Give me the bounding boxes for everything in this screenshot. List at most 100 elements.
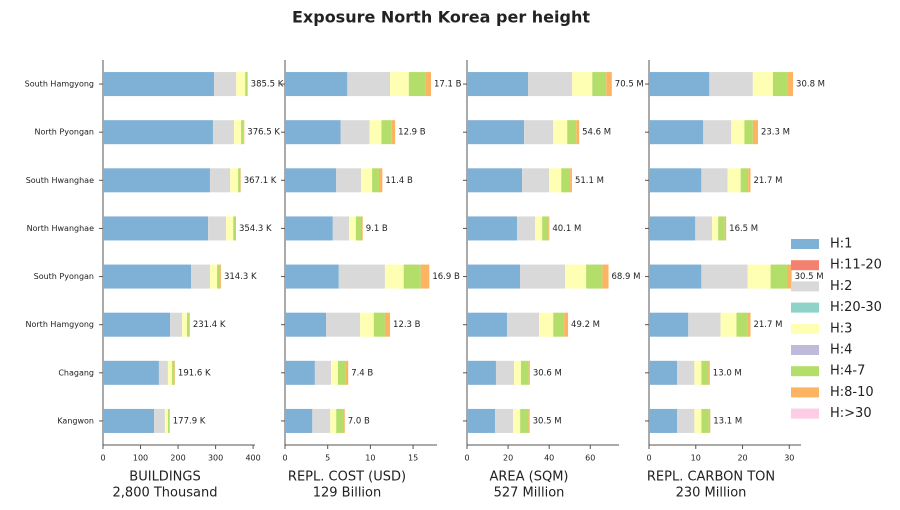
bar-segment xyxy=(507,312,540,337)
total-label: 12.9 B xyxy=(398,128,426,138)
bar-segment xyxy=(649,360,678,385)
bar-segment xyxy=(467,264,521,289)
bar-segment xyxy=(688,312,721,337)
bar-segment xyxy=(330,408,337,433)
legend-label: H:4-7 xyxy=(830,364,865,379)
total-label: 51.1 M xyxy=(575,176,604,186)
x-axis-label: AREA (SQM) xyxy=(489,470,568,485)
bar-segment xyxy=(736,312,748,337)
y-tick-label: Kangwon xyxy=(57,416,94,425)
bar-segment xyxy=(384,312,391,337)
legend-swatch xyxy=(791,345,819,355)
bar-segment xyxy=(381,120,392,145)
bar-segment xyxy=(649,312,689,337)
bar-segment xyxy=(170,312,183,337)
bar-segment xyxy=(325,312,361,337)
bar-segment xyxy=(695,216,713,241)
x-tick-label: 300 xyxy=(208,454,223,463)
legend-swatch xyxy=(791,387,819,398)
bar-segment xyxy=(467,168,523,193)
total-label: 23.3 M xyxy=(761,128,790,138)
bar-segment xyxy=(103,72,215,97)
bar-segment xyxy=(701,264,748,289)
bar-segment xyxy=(772,72,788,97)
bar-segment xyxy=(521,360,529,385)
x-tick-label: 30 xyxy=(784,454,794,463)
bar-segment xyxy=(522,168,550,193)
bar-segment xyxy=(372,168,379,193)
bar-segment xyxy=(564,312,569,337)
bar-segment xyxy=(355,216,361,241)
bar-segment xyxy=(403,264,421,289)
legend-label: H:3 xyxy=(830,321,852,336)
total-label: 13.1 M xyxy=(713,416,742,426)
bar-segment xyxy=(553,312,565,337)
total-label: 40.1 M xyxy=(552,224,581,234)
bar-segment xyxy=(285,312,326,337)
bar-segment xyxy=(349,216,356,241)
bar-segment xyxy=(720,312,737,337)
bar-segment xyxy=(241,120,244,145)
bar-segment xyxy=(182,312,188,337)
bar-segment xyxy=(565,264,587,289)
bar-segment xyxy=(748,168,751,193)
bar-segment xyxy=(209,264,218,289)
total-label: 191.6 K xyxy=(178,368,211,378)
bar-segment xyxy=(467,72,529,97)
legend-swatch xyxy=(791,408,819,419)
bar-segment xyxy=(744,120,753,145)
bar-segment xyxy=(709,72,753,97)
bar-segment xyxy=(708,360,710,385)
bar-segment xyxy=(701,360,709,385)
x-tick-label: 15 xyxy=(408,454,418,463)
bar-segment xyxy=(553,120,568,145)
bar-segment xyxy=(408,72,426,97)
bar-segment xyxy=(220,264,221,289)
total-label: 30.5 M xyxy=(795,272,824,282)
total-label: 231.4 K xyxy=(193,320,226,330)
x-tick-label: 400 xyxy=(245,454,260,463)
bar-segment xyxy=(378,168,383,193)
bar-segment xyxy=(103,120,213,145)
x-tick-label: 10 xyxy=(691,454,701,463)
bar-segment xyxy=(361,168,373,193)
bar-segment xyxy=(331,360,338,385)
total-label: 21.7 M xyxy=(753,176,782,186)
bar-segment xyxy=(520,408,529,433)
total-label: 30.6 M xyxy=(533,368,562,378)
bar-segment xyxy=(576,120,580,145)
legend-label: H:2 xyxy=(830,279,852,294)
total-label: 68.9 M xyxy=(612,272,641,282)
bar-segment xyxy=(542,216,549,241)
bar-segment xyxy=(391,120,396,145)
bar-segment xyxy=(606,72,612,97)
total-label: 314.3 K xyxy=(224,272,257,282)
x-tick-label: 60 xyxy=(585,454,595,463)
total-label: 17.1 B xyxy=(434,80,462,90)
legend-swatch xyxy=(791,239,819,249)
bar-segment xyxy=(189,312,190,337)
legend-swatch xyxy=(791,323,819,334)
bar-segment xyxy=(520,264,566,289)
y-tick-label: South Hamgyong xyxy=(25,80,94,89)
bar-segment xyxy=(740,168,749,193)
bar-segment xyxy=(217,264,221,289)
x-tick-label: 0 xyxy=(100,454,105,463)
x-tick-label: 10 xyxy=(365,454,375,463)
bar-segment xyxy=(513,408,521,433)
bar-segment xyxy=(649,168,702,193)
bar-segment xyxy=(230,168,239,193)
bar-segment xyxy=(548,216,550,241)
bar-segment xyxy=(238,168,241,193)
bar-segment xyxy=(167,360,173,385)
bar-segment xyxy=(236,72,246,97)
total-label: 376.5 K xyxy=(247,128,280,138)
chart-title: Exposure North Korea per height xyxy=(292,8,590,27)
bar-segment xyxy=(336,408,344,433)
bar-segment xyxy=(345,360,349,385)
total-label: 30.8 M xyxy=(796,80,825,90)
bar-segment xyxy=(337,360,346,385)
bar-segment xyxy=(467,120,525,145)
total-label: 9.1 B xyxy=(366,224,388,234)
